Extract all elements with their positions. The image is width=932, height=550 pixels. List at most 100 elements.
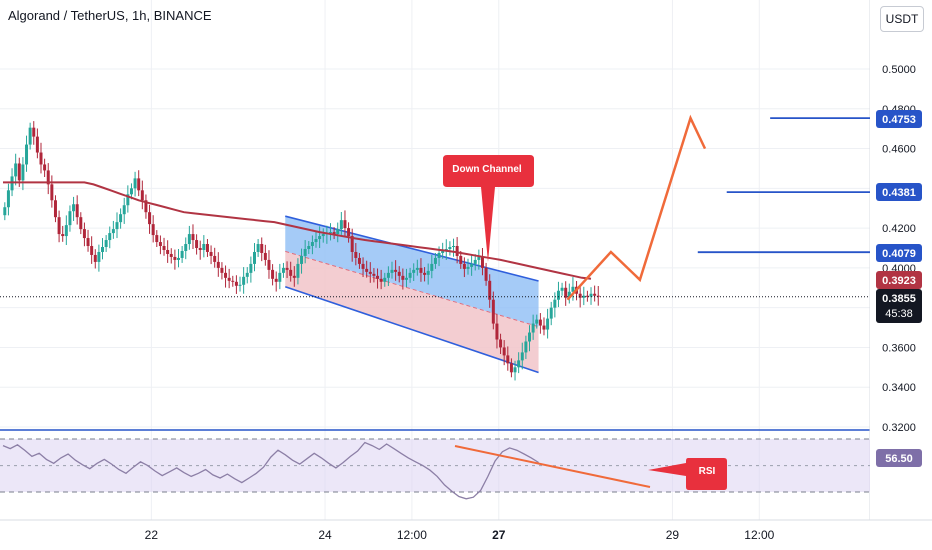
- candle-body: [205, 244, 209, 252]
- candle-body: [589, 293, 593, 297]
- candle-body: [390, 269, 394, 273]
- candle-body: [72, 204, 76, 212]
- candle-body: [133, 178, 137, 189]
- rsi-value-badge: [876, 449, 922, 467]
- price-badges: 0.4753 0.4381 0.4079 0.3923 0.3855 45:38…: [876, 110, 922, 467]
- candle-body: [307, 246, 311, 249]
- candle: [151, 215, 155, 243]
- candle: [111, 220, 115, 239]
- candle: [242, 267, 246, 294]
- candle: [448, 241, 452, 256]
- candle-body: [426, 270, 430, 275]
- candle-body: [144, 200, 148, 213]
- candle: [231, 275, 235, 287]
- candle: [184, 237, 188, 260]
- target-low-badge: [876, 244, 922, 262]
- candle-body: [376, 275, 380, 279]
- candle: [506, 346, 510, 371]
- rsi-callout-shape: [648, 458, 727, 490]
- channel-upper-fill: [285, 216, 539, 327]
- main-plot-background: [0, 0, 870, 430]
- rsi-divergence-trendline: [454, 445, 651, 488]
- candle-body: [455, 246, 459, 256]
- candle: [180, 246, 184, 263]
- time-tick-label: 29: [666, 528, 680, 542]
- candle: [328, 223, 332, 241]
- candle-body: [169, 253, 173, 257]
- candle: [310, 235, 314, 255]
- candle-body: [347, 228, 351, 237]
- candles: [0, 121, 870, 381]
- candle: [32, 121, 36, 145]
- candle-body: [535, 319, 539, 324]
- candle-body: [372, 273, 376, 276]
- candle: [365, 260, 369, 278]
- candle-body: [491, 299, 495, 324]
- candle-body: [256, 244, 260, 252]
- candle-body: [448, 247, 452, 249]
- candle-body: [101, 247, 105, 252]
- candle: [216, 252, 220, 277]
- candle-body: [538, 319, 542, 326]
- candle: [383, 272, 387, 287]
- candle: [252, 243, 256, 272]
- candle: [108, 226, 112, 249]
- time-axis[interactable]: 22 24 12:00 27 29 12:00: [0, 519, 932, 550]
- time-tick-label: 12:00: [744, 528, 774, 542]
- candle: [61, 225, 65, 242]
- candle: [292, 266, 296, 287]
- candle-body: [111, 229, 115, 234]
- candle-body: [524, 341, 528, 353]
- time-tick-label: 12:00: [397, 528, 427, 542]
- candle: [336, 222, 340, 243]
- candle: [14, 153, 18, 186]
- candle-body: [470, 263, 474, 267]
- candle: [267, 250, 271, 279]
- last-price-badge: [876, 289, 922, 323]
- candle: [213, 247, 217, 268]
- target-mid-badge: [876, 183, 922, 201]
- candle: [332, 227, 336, 240]
- candle-body: [155, 235, 159, 243]
- candle-body: [281, 267, 285, 273]
- candle: [245, 267, 249, 284]
- candle-body: [314, 239, 318, 243]
- candle: [6, 183, 10, 216]
- candle-body: [517, 360, 521, 368]
- candle: [470, 254, 474, 276]
- candle: [452, 238, 456, 257]
- candle: [564, 281, 568, 306]
- candle: [249, 256, 253, 283]
- candle: [347, 222, 351, 243]
- target-high-badge: [876, 110, 922, 128]
- candle: [307, 241, 311, 254]
- candle-body: [39, 152, 43, 165]
- candle-body: [531, 323, 535, 333]
- candle: [300, 248, 304, 274]
- candle: [129, 183, 133, 200]
- candle: [50, 175, 54, 208]
- time-tick-label: 22: [145, 528, 159, 542]
- candle-body: [423, 272, 427, 275]
- candle: [314, 230, 318, 248]
- candle: [455, 237, 459, 264]
- candle: [542, 317, 546, 336]
- candle: [278, 263, 282, 290]
- candle: [53, 195, 57, 223]
- candle: [234, 275, 238, 294]
- candle-body: [553, 299, 557, 308]
- rsi-callout: RSI: [648, 458, 727, 490]
- candle: [589, 287, 593, 305]
- candle-body: [336, 229, 340, 235]
- candle-body: [43, 164, 47, 171]
- currency-unit-button[interactable]: USDT: [880, 6, 924, 32]
- candle-body: [452, 246, 456, 248]
- price-tick-label: 0.5000: [882, 64, 916, 76]
- candle: [430, 254, 434, 279]
- candle-body: [267, 259, 271, 270]
- candle-body: [321, 234, 325, 237]
- candle-body: [271, 269, 275, 279]
- candle-body: [173, 256, 177, 260]
- candle: [177, 248, 181, 268]
